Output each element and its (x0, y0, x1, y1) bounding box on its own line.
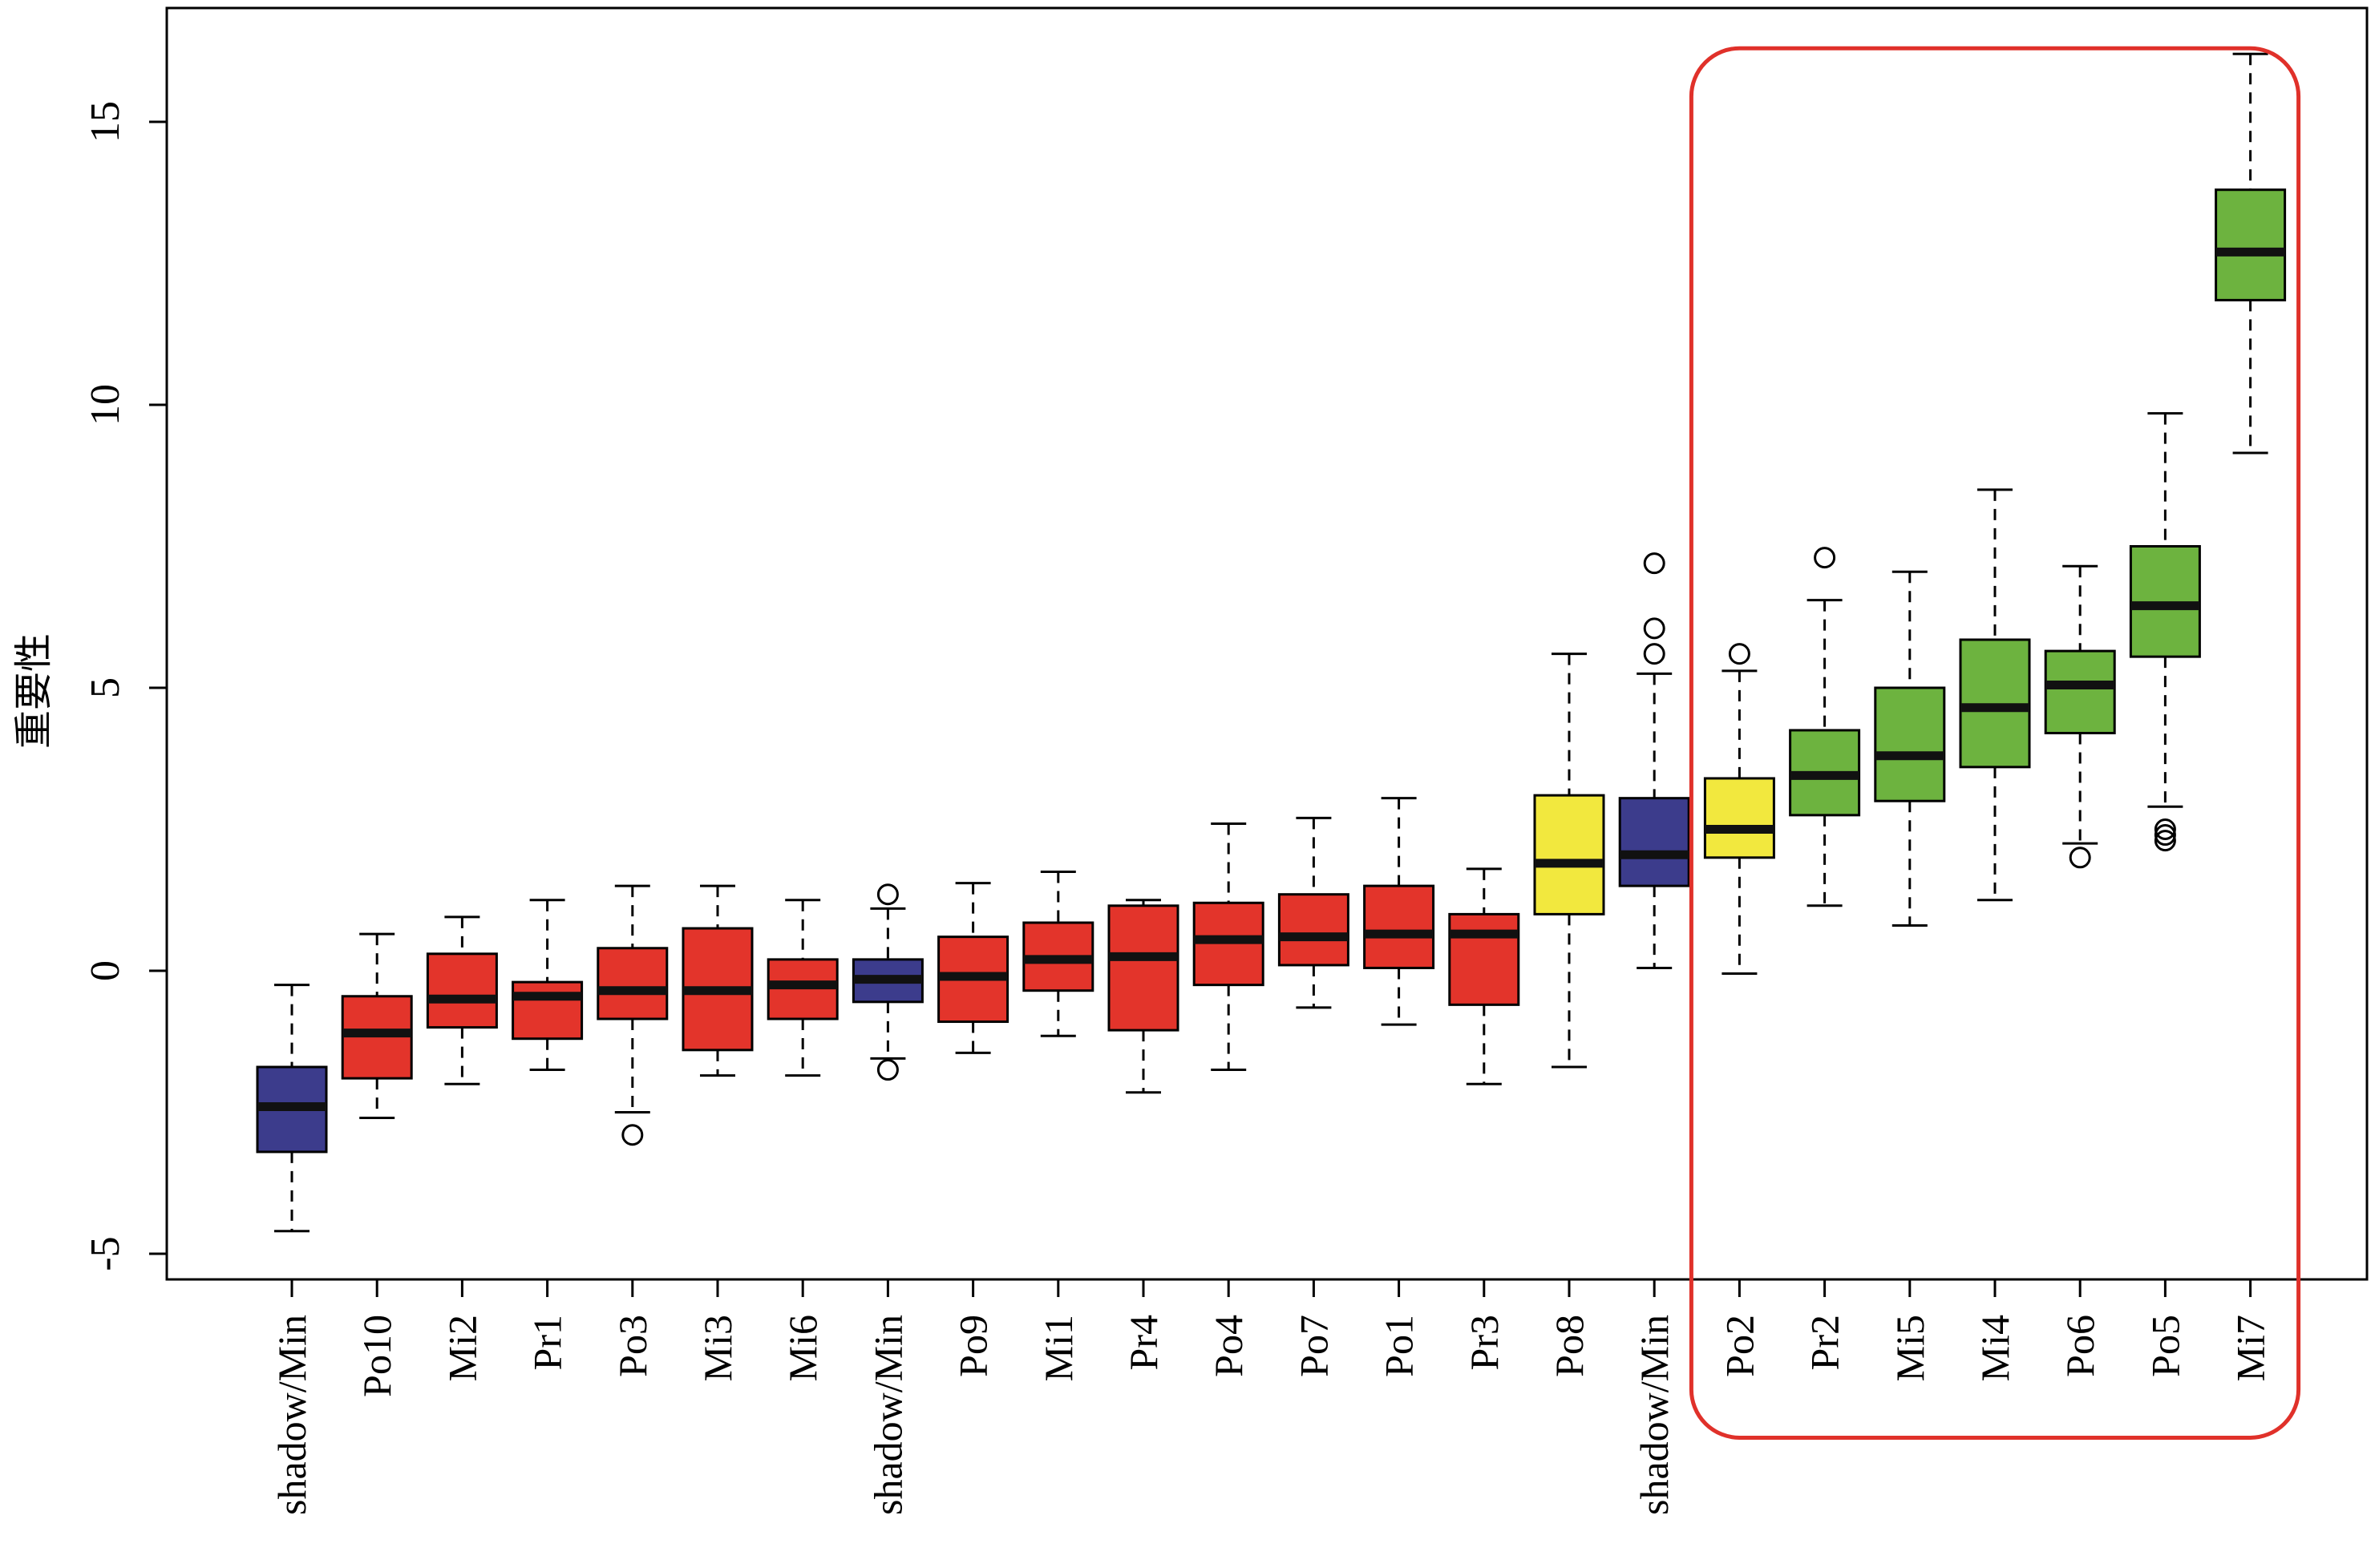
y-tick-label: -5 (83, 1236, 128, 1271)
box-shadow-min-7 (852, 883, 924, 1081)
x-tick-label: Po4 (1206, 1315, 1251, 1377)
iqr-box (1448, 912, 1520, 1006)
x-tick-label: Po1 (1377, 1315, 1422, 1377)
x-tick-label: shadow/Min (1632, 1315, 1677, 1515)
outlier-point (1643, 617, 1665, 640)
iqr-box (426, 952, 498, 1029)
box-mi2-2 (426, 915, 498, 1085)
outlier-point (1643, 643, 1665, 665)
x-tick-label: Pr2 (1802, 1315, 1847, 1370)
iqr-box (1618, 797, 1690, 887)
y-tick-label: 10 (83, 384, 128, 426)
box-mi1-9 (1022, 870, 1094, 1037)
iqr-box (1363, 884, 1435, 969)
x-tick-label: shadow/Min (865, 1315, 910, 1515)
x-tick-label: Pr4 (1121, 1315, 1166, 1370)
outlier-point (1643, 552, 1665, 575)
box-po4-11 (1192, 822, 1264, 1072)
outlier-point (1728, 643, 1750, 665)
x-tick-label: Po5 (2142, 1315, 2187, 1377)
box-po3-4 (597, 884, 669, 1146)
iqr-box (1277, 893, 1349, 967)
iqr-box (2044, 649, 2116, 734)
iqr-box (597, 947, 669, 1020)
outlier-point (2069, 847, 2091, 869)
outlier-point (621, 1124, 644, 1146)
box-po7-12 (1277, 816, 1349, 1009)
x-tick-label: Mi1 (1036, 1315, 1081, 1381)
box-mi4-20 (1959, 488, 2031, 902)
x-tick-label: Po9 (951, 1315, 996, 1377)
x-tick-label: Mi5 (1887, 1315, 1932, 1381)
x-tick-label: Po2 (1717, 1315, 1762, 1377)
box-po10-1 (341, 932, 413, 1120)
box-shadow-min-16 (1618, 552, 1690, 969)
box-pr1-3 (512, 899, 584, 1072)
box-mi6-6 (767, 899, 839, 1077)
outlier-point (876, 883, 899, 906)
box-mi7-23 (2215, 52, 2287, 455)
y-tick-label: 0 (83, 960, 128, 981)
iqr-box (1703, 777, 1775, 859)
plot-area (165, 6, 2369, 1281)
iqr-box (512, 980, 584, 1041)
highlight-region (1689, 46, 2301, 1440)
box-po5-22 (2129, 412, 2201, 852)
x-tick-label: Pr1 (525, 1315, 570, 1370)
box-pr3-14 (1448, 867, 1520, 1085)
outlier-point (876, 1059, 899, 1081)
y-tick-label: 5 (83, 677, 128, 698)
outlier-point (2154, 824, 2176, 847)
x-tick-label: Mi7 (2228, 1315, 2273, 1381)
box-pr4-10 (1107, 899, 1179, 1094)
iqr-box (1874, 686, 1946, 802)
x-tick-label: Po6 (2057, 1315, 2102, 1377)
box-mi3-5 (682, 884, 754, 1077)
box-po9-8 (937, 882, 1009, 1054)
x-tick-label: Pr3 (1462, 1315, 1507, 1370)
x-axis: shadow/Min Po10 Mi2 Pr1 Po3 Mi3 Mi6 shadow/Min P… (269, 1279, 2273, 1515)
x-tick-label: Mi6 (780, 1315, 825, 1381)
x-tick-label: Mi2 (439, 1315, 484, 1381)
x-tick-label: shadow/Min (269, 1315, 314, 1515)
box-po6-21 (2044, 564, 2116, 869)
x-tick-label: Po10 (354, 1315, 399, 1397)
plot-frame (165, 6, 2369, 1281)
box-po8-15 (1533, 653, 1605, 1069)
y-axis: -5 0 5 10 15 (83, 101, 167, 1271)
outlier-point (1814, 547, 1836, 569)
iqr-box (1533, 794, 1605, 915)
x-tick-label: Mi3 (695, 1315, 740, 1381)
box-po1-13 (1363, 797, 1435, 1026)
y-tick-label: 15 (83, 101, 128, 143)
box-mi5-19 (1874, 570, 1946, 927)
box-shadow-min-0 (256, 984, 328, 1233)
highlight-rect (1689, 46, 2301, 1440)
x-tick-label: Po8 (1547, 1315, 1592, 1377)
outlier-point (2154, 818, 2176, 840)
x-tick-label: Po3 (610, 1315, 655, 1377)
x-tick-label: Mi4 (1972, 1315, 2017, 1381)
iqr-box (2215, 188, 2287, 301)
box-po2-17 (1703, 643, 1775, 976)
x-tick-label: Po7 (1291, 1315, 1336, 1377)
box-pr2-18 (1789, 547, 1861, 907)
y-axis-label: 重要性 (11, 633, 56, 749)
outlier-point (2154, 830, 2176, 852)
boxes-layer (256, 52, 2287, 1233)
iqr-box (1107, 904, 1179, 1032)
